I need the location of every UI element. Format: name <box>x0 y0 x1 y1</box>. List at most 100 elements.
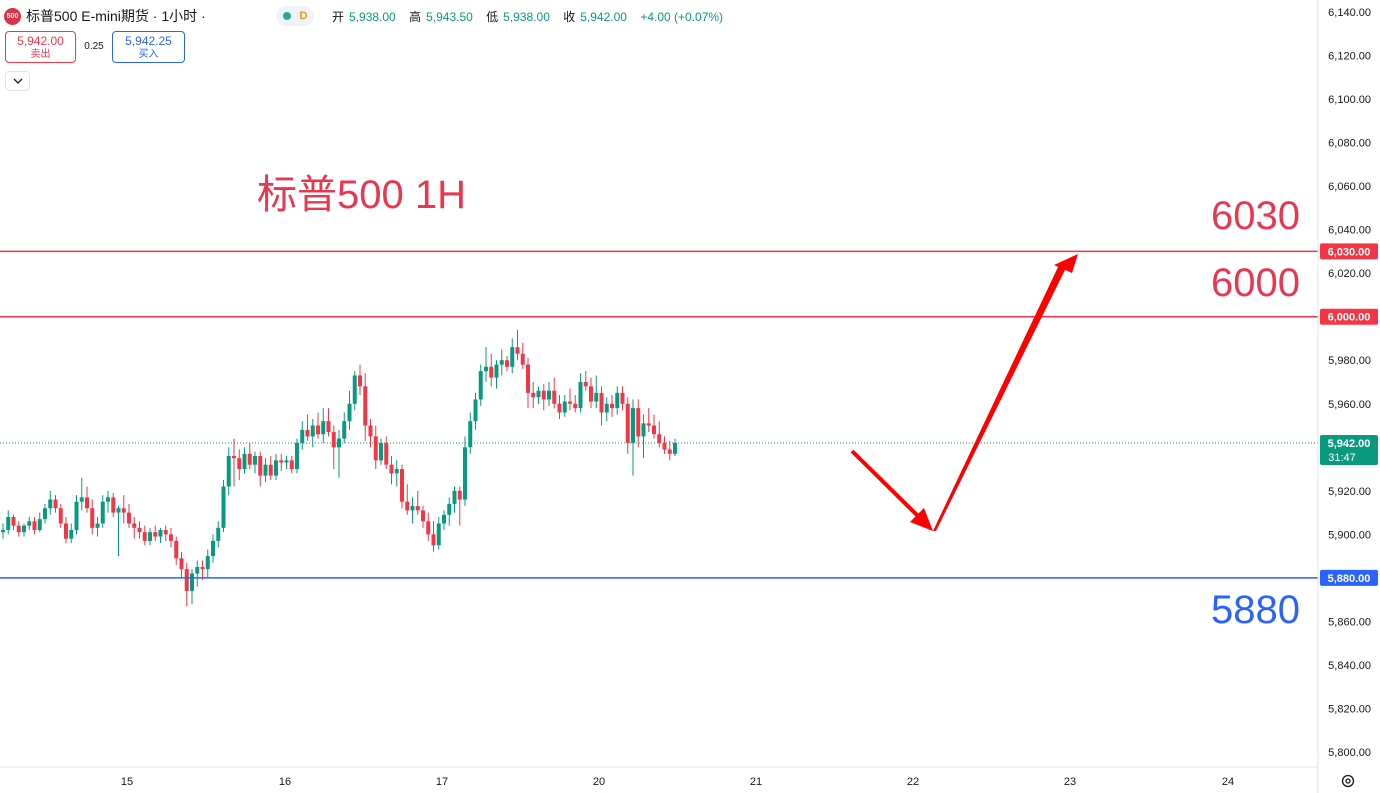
candle-body[interactable] <box>578 382 583 409</box>
candle-body[interactable] <box>300 429 305 443</box>
candle-body[interactable] <box>79 497 84 502</box>
candle-body[interactable] <box>478 371 483 400</box>
symbol-title[interactable]: 标普500 E-mini期货 · 1小时 · <box>26 8 206 24</box>
candle-body[interactable] <box>457 490 462 500</box>
candle-body[interactable] <box>37 519 42 530</box>
candle-body[interactable] <box>205 556 210 570</box>
candle-body[interactable] <box>541 390 546 400</box>
candle-body[interactable] <box>137 527 142 533</box>
candle-body[interactable] <box>247 453 252 465</box>
candle-body[interactable] <box>531 392 536 398</box>
level-5880-label[interactable]: 5880 <box>1211 588 1300 632</box>
candle-body[interactable] <box>337 438 341 448</box>
candle-body[interactable] <box>547 390 551 400</box>
candle-body[interactable] <box>106 497 110 502</box>
candle-body[interactable] <box>389 464 394 474</box>
candle-body[interactable] <box>253 456 257 465</box>
candle-body[interactable] <box>447 503 452 515</box>
candle-body[interactable] <box>494 364 499 378</box>
candle-body[interactable] <box>310 425 315 437</box>
candle-body[interactable] <box>279 460 284 463</box>
candle-body[interactable] <box>95 523 100 528</box>
collapse-button[interactable] <box>5 71 30 91</box>
candle-body[interactable] <box>43 508 47 520</box>
candle-body[interactable] <box>625 403 630 443</box>
candle-body[interactable] <box>184 569 189 591</box>
candle-body[interactable] <box>190 573 194 591</box>
candle-body[interactable] <box>305 429 310 437</box>
candle-body[interactable] <box>127 512 131 524</box>
candle-body[interactable] <box>326 421 331 433</box>
candle-body[interactable] <box>153 532 158 537</box>
candle-body[interactable] <box>321 421 326 435</box>
candle-body[interactable] <box>216 527 221 541</box>
candle-body[interactable] <box>489 366 494 378</box>
candle-body[interactable] <box>226 456 231 487</box>
candle-body[interactable] <box>90 508 95 528</box>
candle-body[interactable] <box>436 523 441 546</box>
symbol-header[interactable]: 500 标普500 E-mini期货 · 1小时 · <box>4 6 206 26</box>
candle-body[interactable] <box>289 460 294 470</box>
candle-body[interactable] <box>673 442 677 454</box>
candle-body[interactable] <box>568 401 572 404</box>
market-status-pill[interactable]: D <box>276 6 314 26</box>
candle-body[interactable] <box>552 390 557 404</box>
candle-body[interactable] <box>64 523 68 539</box>
candle-body[interactable] <box>1 530 5 533</box>
candle-body[interactable] <box>85 497 89 509</box>
candle-body[interactable] <box>53 499 58 509</box>
candle-body[interactable] <box>242 453 247 470</box>
candle-body[interactable] <box>557 403 562 413</box>
candle-body[interactable] <box>610 403 614 409</box>
candle-body[interactable] <box>536 390 541 398</box>
candle-body[interactable] <box>358 375 362 387</box>
candle-body[interactable] <box>221 486 226 528</box>
candle-body[interactable] <box>631 408 635 443</box>
candle-body[interactable] <box>268 464 273 476</box>
candle-body[interactable] <box>200 567 205 570</box>
candle-body[interactable] <box>100 501 105 524</box>
candle-body[interactable] <box>32 521 37 530</box>
candle-body[interactable] <box>505 360 509 367</box>
candle-body[interactable] <box>274 460 278 476</box>
candle-body[interactable] <box>594 392 599 402</box>
candle-body[interactable] <box>400 469 404 502</box>
candle-body[interactable] <box>589 386 593 402</box>
candle-body[interactable] <box>573 403 578 409</box>
candle-body[interactable] <box>48 499 53 509</box>
candle-body[interactable] <box>452 490 457 504</box>
candle-body[interactable] <box>499 360 504 365</box>
candle-body[interactable] <box>11 516 16 526</box>
candle-body[interactable] <box>148 532 152 541</box>
candle-body[interactable] <box>583 382 588 387</box>
candle-body[interactable] <box>615 392 620 409</box>
candle-body[interactable] <box>316 425 320 435</box>
candle-body[interactable] <box>142 532 147 541</box>
candle-body[interactable] <box>195 567 200 574</box>
candle-body[interactable] <box>237 458 242 470</box>
candle-body[interactable] <box>331 432 336 448</box>
candle-body[interactable] <box>368 425 373 437</box>
candle-body[interactable] <box>6 516 11 530</box>
candle-body[interactable] <box>232 456 236 459</box>
candle-body[interactable] <box>426 521 431 535</box>
candle-body[interactable] <box>384 442 389 465</box>
candle-body[interactable] <box>163 530 168 535</box>
candle-body[interactable] <box>284 460 289 463</box>
candle-body[interactable] <box>520 353 525 365</box>
candle-body[interactable] <box>657 434 662 443</box>
candle-body[interactable] <box>421 510 425 522</box>
candle-body[interactable] <box>263 464 268 476</box>
candle-body[interactable] <box>410 506 415 511</box>
candle-body[interactable] <box>16 525 21 533</box>
candle-body[interactable] <box>211 540 215 557</box>
candle-body[interactable] <box>652 425 656 435</box>
candle-body[interactable] <box>158 530 163 537</box>
candle-body[interactable] <box>132 523 137 528</box>
candle-body[interactable] <box>74 501 79 530</box>
candle-body[interactable] <box>415 506 420 511</box>
candle-body[interactable] <box>646 423 651 426</box>
candle-body[interactable] <box>347 403 352 422</box>
candle-body[interactable] <box>111 497 116 513</box>
candle-body[interactable] <box>468 421 473 448</box>
